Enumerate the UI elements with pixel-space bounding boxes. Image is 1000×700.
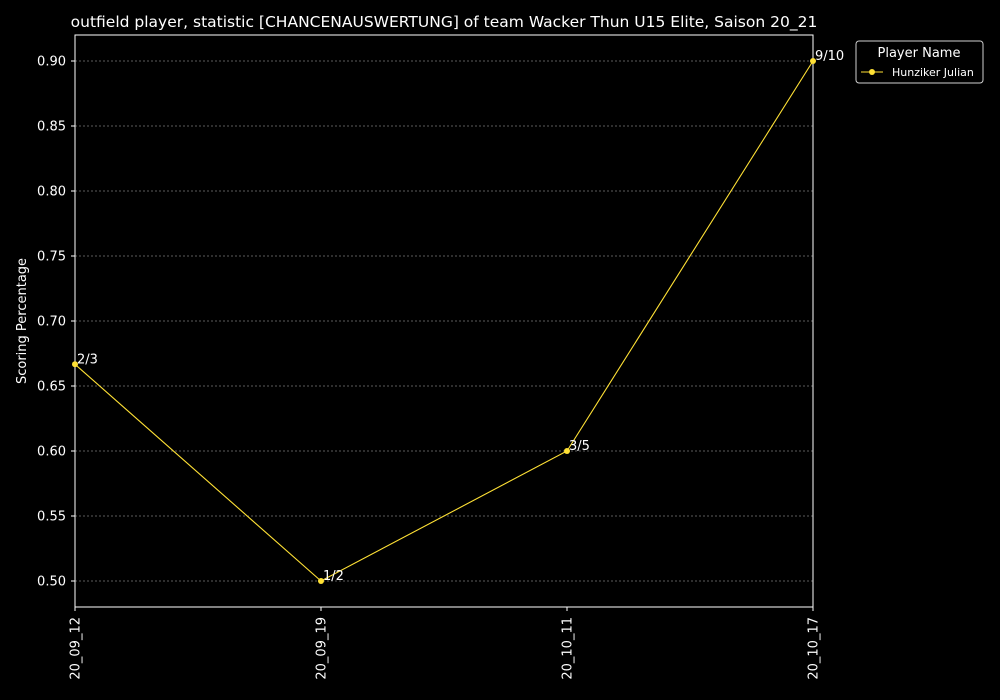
data-point (564, 448, 570, 454)
y-tick-label: 0.90 (37, 55, 66, 70)
legend-entry-label: Hunziker Julian (892, 66, 974, 79)
legend[interactable]: Player Name Hunziker Julian (855, 40, 984, 84)
data-label: 9/10 (815, 49, 844, 64)
y-axis-ticks: 0.50 0.55 0.60 0.65 0.70 0.75 0.80 0.85 0.90 (37, 55, 75, 590)
y-tick-label: 0.85 (37, 120, 66, 135)
grid-lines (75, 60, 813, 582)
y-tick-label: 0.55 (37, 510, 66, 525)
legend-box (855, 40, 984, 84)
series-group: 2/3 1/2 3/5 9/10 (72, 49, 844, 584)
y-axis-label: Scoring Percentage (15, 258, 30, 384)
data-label: 2/3 (77, 352, 98, 367)
x-tick-label: 20_10_11 (561, 617, 576, 680)
y-tick-label: 0.65 (37, 380, 66, 395)
data-label: 3/5 (569, 439, 590, 454)
x-tick-label: 20_10_17 (807, 617, 822, 680)
chart-title: outfield player, statistic [CHANCENAUSWE… (71, 13, 818, 32)
y-tick-label: 0.80 (37, 185, 66, 200)
legend-title: Player Name (878, 46, 961, 61)
x-tick-label: 20_09_12 (69, 617, 84, 680)
data-point (810, 58, 816, 64)
series-line (74, 60, 814, 582)
x-tick-label: 20_09_19 (315, 617, 330, 680)
y-tick-label: 0.70 (37, 315, 66, 330)
data-label: 1/2 (323, 569, 344, 584)
data-point (72, 361, 78, 368)
y-tick-label: 0.60 (37, 445, 66, 460)
y-tick-label: 0.50 (37, 575, 66, 590)
data-point (318, 578, 324, 584)
legend-marker-swatch (869, 69, 875, 75)
y-tick-label: 0.75 (37, 250, 66, 265)
x-axis-ticks: 20_09_12 20_09_19 20_10_11 20_10_17 (69, 607, 822, 680)
